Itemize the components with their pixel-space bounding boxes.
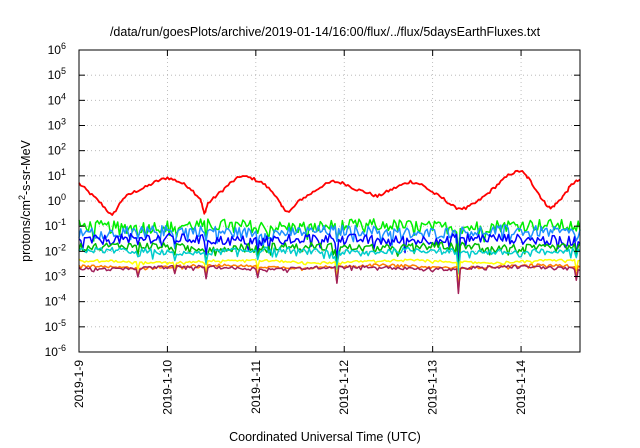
y-tick-labels: 10-6 10-5 10-4 10-3 10-2 10-1 100 101 102 103 104 1… [45, 41, 66, 359]
y-tick-label: 101 [48, 167, 66, 183]
x-tick-label: 2019-1-12 [337, 360, 351, 415]
grid [79, 50, 580, 352]
plot-frame [78, 49, 581, 353]
y-tick-label: 10-4 [45, 293, 66, 309]
y-tick-label: 10-1 [45, 217, 66, 233]
y-tick-label: 105 [48, 66, 66, 82]
series-line [78, 264, 581, 295]
x-tick-label: 2019-1-10 [160, 360, 174, 415]
y-axis-label-sup: 2 [17, 195, 27, 200]
y-tick-label: 100 [48, 192, 66, 208]
y-axis-label-rest: -s-sr-MeV [19, 139, 33, 195]
series-group [78, 169, 581, 295]
x-tick-label: 2019-1-14 [514, 360, 528, 415]
y-axis-label: protons/cm2-s-sr-MeV [17, 139, 33, 261]
series-line [78, 241, 581, 275]
y-tick-label: 10-5 [45, 318, 66, 334]
axis-ticks [78, 49, 580, 353]
chart-title: /data/run/goesPlots/archive/2019-01-14/1… [110, 25, 541, 39]
x-tick-label: 2019-1-13 [426, 360, 440, 415]
y-tick-label: 102 [48, 142, 66, 158]
series-line [78, 246, 581, 275]
y-tick-label: 106 [48, 41, 66, 57]
y-tick-label: 10-6 [45, 343, 66, 359]
y-tick-label: 10-3 [45, 268, 66, 284]
x-tick-labels: 2019-1-9 2019-1-10 2019-1-11 2019-1-12 2019-… [72, 360, 528, 415]
y-tick-label: 10-2 [45, 242, 66, 258]
x-tick-label: 2019-1-9 [72, 360, 86, 408]
y-tick-label: 104 [48, 91, 66, 107]
y-axis-label-base: protons/cm [19, 200, 33, 262]
y-tick-label: 103 [48, 117, 66, 133]
series-line [78, 263, 581, 293]
series-line [78, 169, 581, 216]
x-axis-label: Coordinated Universal Time (UTC) [229, 430, 421, 444]
series-line [78, 258, 581, 289]
x-tick-label: 2019-1-11 [249, 360, 263, 414]
